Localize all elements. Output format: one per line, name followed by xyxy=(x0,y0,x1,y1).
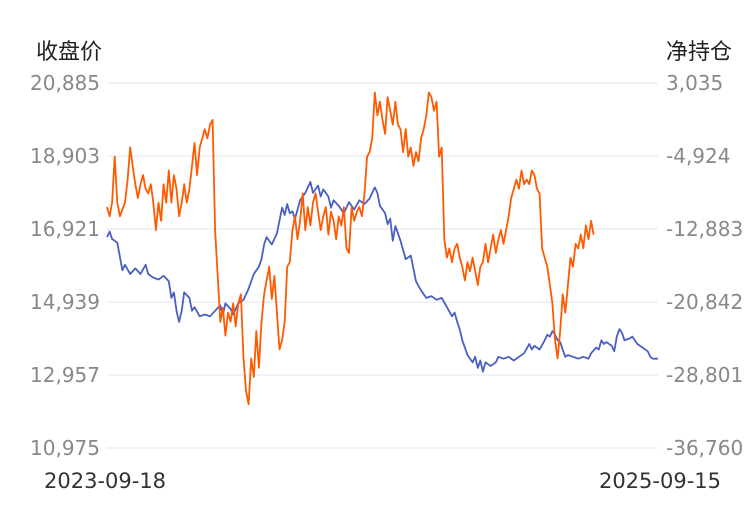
y-axis-title-left: 收盘价 xyxy=(36,40,103,65)
series-line-close-price xyxy=(106,180,658,373)
y2-tick-label: -12,883 xyxy=(666,217,743,241)
y-axis-ticks: 10,975 12,957 14,939 16,921 18,903 20,885 xyxy=(30,71,100,460)
y-tick-label: 20,885 xyxy=(30,71,100,95)
y2-tick-label: -36,760 xyxy=(666,436,743,460)
y-tick-label: 12,957 xyxy=(30,363,100,387)
y-axis-title-right: 净持仓 xyxy=(665,40,732,65)
y2-tick-label: 3,035 xyxy=(666,71,723,95)
y2-tick-label: -20,842 xyxy=(666,290,743,314)
y2-tick-label: -28,801 xyxy=(666,363,743,387)
series-line-net-position xyxy=(106,91,595,406)
x-axis-ticks: 2023-09-18 2025-09-15 xyxy=(44,469,721,493)
y-tick-label: 14,939 xyxy=(30,290,100,314)
y2-axis-ticks: -36,760 -28,801 -20,842 -12,883 -4,924 3,035 xyxy=(666,71,743,460)
series-lines xyxy=(106,91,658,406)
y2-tick-label: -4,924 xyxy=(666,144,730,168)
y-tick-label: 16,921 xyxy=(30,217,100,241)
y-tick-label: 10,975 xyxy=(30,436,100,460)
y-tick-label: 18,903 xyxy=(30,144,100,168)
gridlines xyxy=(107,82,658,449)
x-tick-label: 2023-09-18 xyxy=(44,469,166,493)
x-tick-label: 2025-09-15 xyxy=(599,469,721,493)
